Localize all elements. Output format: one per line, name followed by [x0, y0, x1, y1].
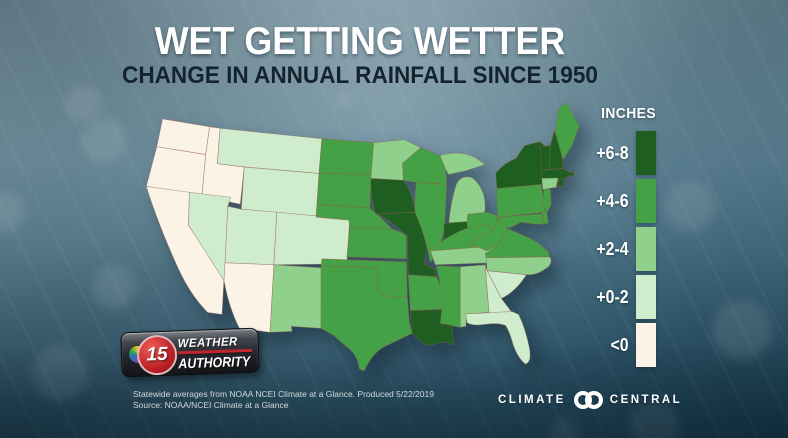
legend-label: +6-8 — [596, 142, 629, 163]
station-logo-15-weather-authority: 15 WEATHER AUTHORITY — [120, 327, 260, 378]
bokeh-circle — [630, 402, 678, 438]
brand-word-climate: CLIMATE — [498, 394, 566, 406]
source-note-line2: Source: NOAA/NCEI Climate at a Glance — [133, 399, 289, 410]
state-wyoming — [240, 166, 320, 217]
bokeh-circle — [32, 345, 88, 401]
legend-row: +6-8 — [584, 131, 656, 175]
station-text: WEATHER AUTHORITY — [177, 334, 253, 372]
title-block: WET GETTING WETTER CHANGE IN ANNUAL RAIN… — [40, 22, 680, 88]
state-california — [145, 186, 225, 315]
state-pennsylvania — [496, 183, 545, 218]
state-connecticut — [541, 177, 559, 190]
legend-label: +0-2 — [596, 286, 629, 307]
page-subtitle: CHANGE IN ANNUAL RAINFALL SINCE 1950 — [122, 62, 598, 89]
state-florida — [465, 311, 531, 365]
state-south-dakota — [316, 173, 372, 209]
state-maine — [554, 102, 580, 160]
interlocking-cc-icon — [573, 391, 603, 409]
state-arizona — [223, 262, 275, 333]
bokeh-circle — [82, 118, 126, 162]
state-texas — [320, 265, 413, 372]
state-delaware — [541, 210, 549, 225]
state-kansas — [346, 226, 407, 260]
bokeh-circle — [92, 265, 136, 309]
state-north-carolina — [485, 256, 552, 276]
state-louisiana — [409, 309, 455, 346]
state-michigan — [439, 152, 486, 225]
source-note-line1: Statewide averages from NOAA NCEI Climat… — [133, 389, 434, 399]
bokeh-circle — [336, 92, 352, 108]
climate-central-logo: CLIMATE CENTRAL — [498, 389, 682, 411]
state-nebraska — [315, 203, 393, 230]
bokeh-circle — [548, 418, 580, 438]
legend-title: INCHES — [601, 105, 656, 122]
state-colorado — [273, 211, 351, 266]
legend-swatch — [636, 131, 656, 175]
legend-row: +4-6 — [584, 179, 656, 223]
bokeh-circle — [664, 180, 716, 232]
state-vermont — [539, 145, 551, 171]
state-new-mexico — [269, 264, 323, 333]
legend-label: +2-4 — [596, 238, 629, 259]
station-word-authority: AUTHORITY — [178, 352, 251, 372]
state-utah — [224, 205, 278, 266]
brand-word-central: CENTRAL — [609, 394, 683, 406]
channel-number: 15 — [146, 343, 168, 366]
legend-row: <0 — [584, 323, 656, 367]
bokeh-circle — [65, 85, 101, 121]
legend-row: +0-2 — [584, 275, 656, 319]
legend-swatch — [636, 179, 656, 223]
state-north-dakota — [318, 138, 375, 175]
bokeh-circle — [712, 300, 772, 360]
state-arkansas — [407, 274, 443, 311]
channel-15-badge: 15 — [136, 334, 178, 376]
us-map-svg — [145, 102, 580, 372]
legend-swatch — [636, 275, 656, 319]
legend-swatch — [636, 227, 656, 271]
source-note: Statewide averages from NOAA NCEI Climat… — [133, 389, 434, 410]
us-choropleth-map — [128, 99, 584, 377]
map-legend: INCHES +6-8 +4-6 +2-4 +0-2 <0 — [584, 105, 656, 371]
legend-swatch — [636, 323, 656, 367]
state-illinois — [414, 182, 448, 264]
state-virginia — [484, 228, 550, 259]
page-title: WET GETTING WETTER — [154, 20, 566, 63]
state-massachusetts — [541, 168, 575, 180]
legend-label: <0 — [610, 334, 629, 355]
state-iowa — [370, 178, 416, 215]
legend-label: +4-6 — [596, 190, 629, 211]
state-rhode-island — [557, 178, 565, 187]
station-word-weather: WEATHER — [177, 334, 239, 351]
legend-row: +2-4 — [584, 227, 656, 271]
state-maryland — [497, 213, 545, 229]
